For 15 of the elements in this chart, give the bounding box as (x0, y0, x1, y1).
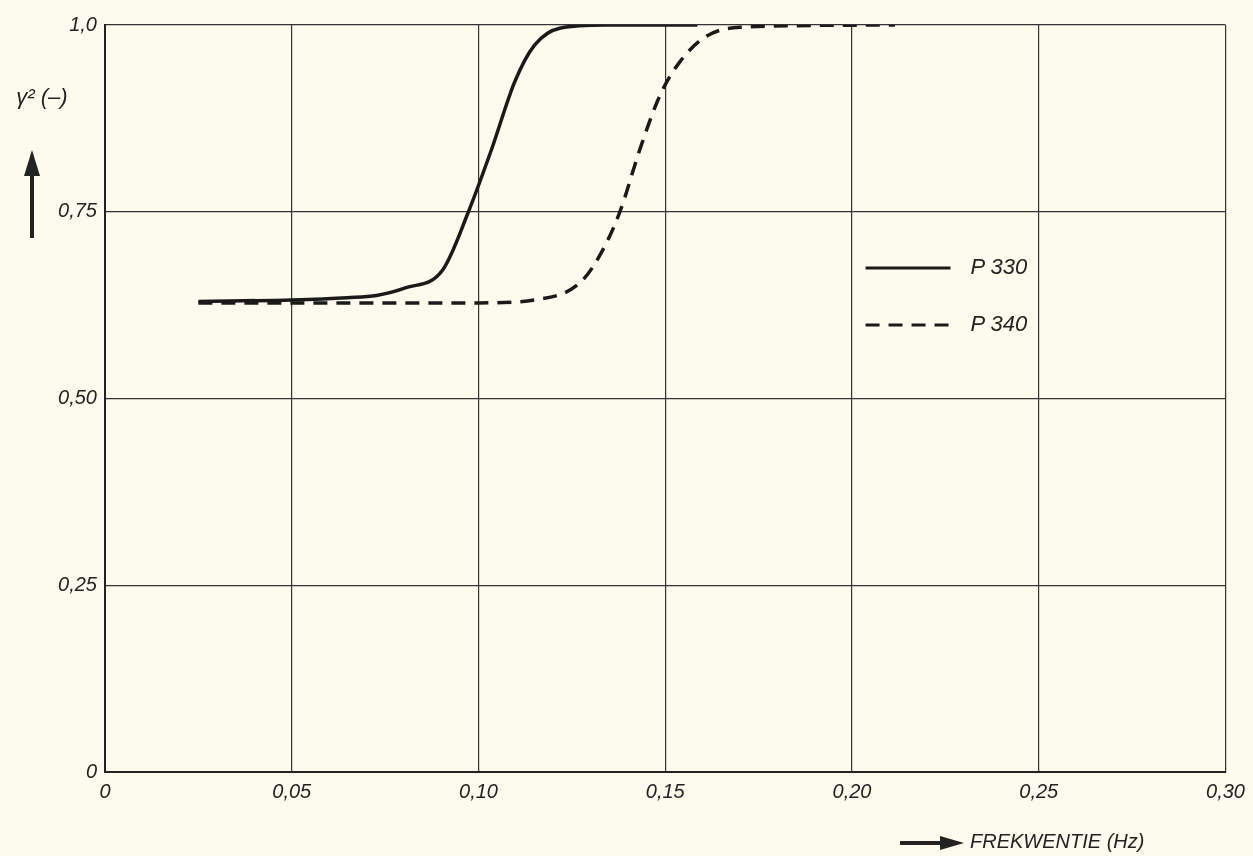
y-axis-title: γ² (–) (15, 83, 69, 111)
legend-label: P 330 (970, 254, 1028, 280)
y-tick-label: 0,75 (58, 199, 98, 222)
legend-label: P 340 (970, 311, 1028, 337)
y-tick-label: 0 (85, 759, 97, 782)
x-tick-label: 0,30 (1206, 779, 1246, 802)
x-tick-label: 0,15 (645, 779, 686, 802)
x-axis-title: FREKWENTIE (Hz) (970, 830, 1145, 853)
y-tick-label: 0,50 (58, 386, 97, 409)
x-tick-label: 0,05 (272, 779, 313, 802)
y-tick-label: 1,0 (69, 12, 97, 35)
x-tick-label: 0,10 (459, 779, 498, 802)
y-tick-label: 0,25 (58, 572, 98, 595)
x-tick-label: 0,20 (832, 779, 872, 802)
x-tick-label: 0,25 (1019, 779, 1060, 802)
